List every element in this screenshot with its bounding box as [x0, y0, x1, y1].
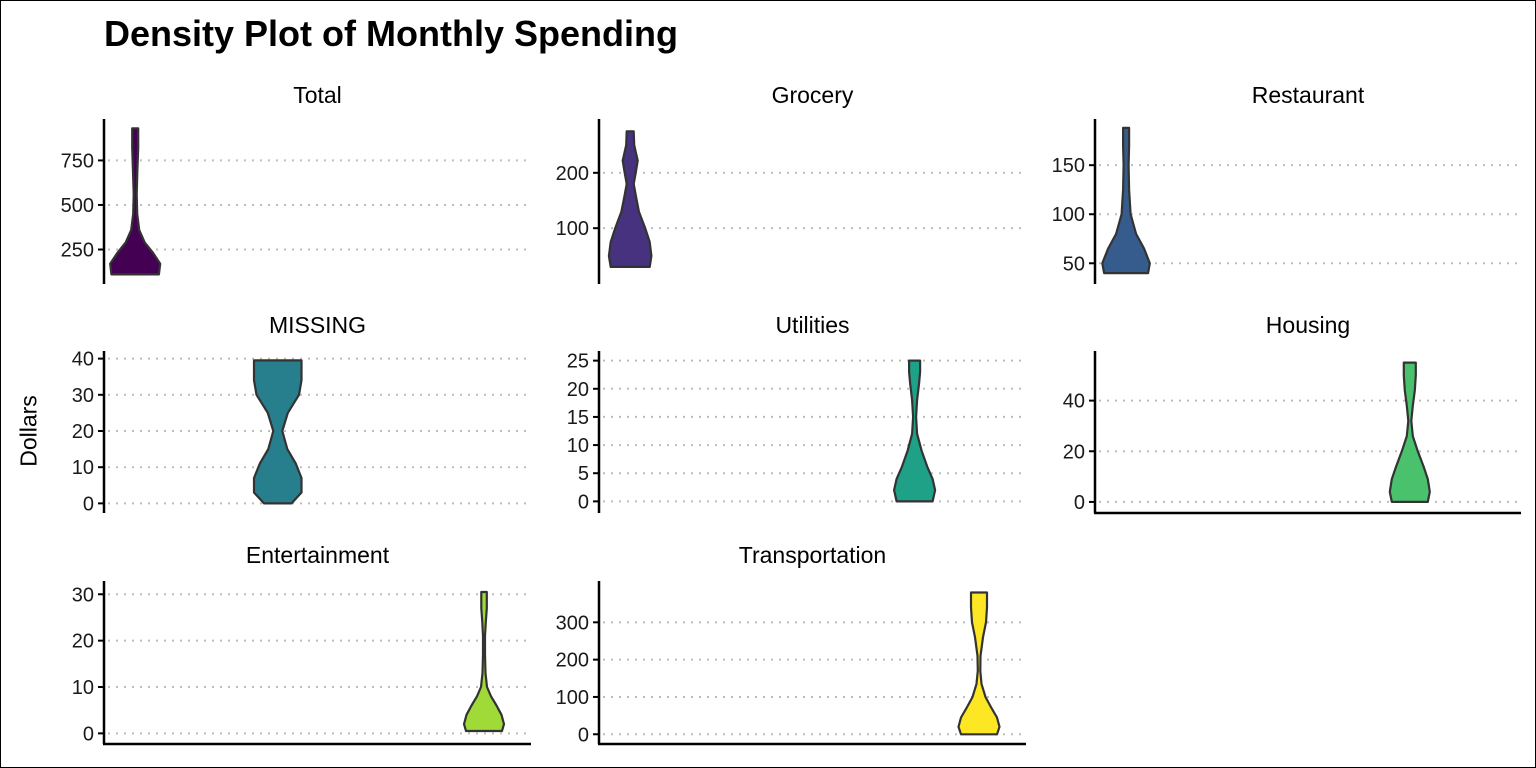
y-tick-label: 750 — [61, 150, 94, 172]
y-tick-label: 10 — [72, 677, 94, 699]
y-tick-label: 20 — [72, 631, 94, 653]
panel-entertainment: Entertainment 0 10 20 30 — [72, 542, 531, 745]
violin-housing — [1388, 361, 1431, 503]
y-tick-label: 20 — [567, 379, 589, 401]
panel-restaurant: Restaurant 50 100 150 — [1052, 82, 1521, 284]
y-tick-label: 25 — [567, 351, 589, 373]
panel-title-entertainment: Entertainment — [246, 542, 390, 568]
panel-title-transportation: Transportation — [739, 542, 886, 568]
violin-utilities — [893, 359, 937, 503]
panel-title-grocery: Grocery — [772, 82, 854, 108]
violin-transportation — [957, 591, 1001, 736]
y-tick-label: 300 — [556, 612, 589, 634]
panel-housing: Housing 0 20 40 — [1063, 312, 1521, 515]
panel-missing: MISSING 0 10 20 30 40 — [72, 312, 531, 515]
y-tick-label: 10 — [72, 457, 94, 479]
y-tick-label: 100 — [556, 218, 589, 240]
violin-missing — [252, 359, 303, 505]
panel-transportation: Transportation 0 100 200 300 — [556, 542, 1026, 746]
y-tick-label: 150 — [1052, 155, 1085, 177]
y-tick-label: 5 — [578, 463, 589, 485]
y-tick-label: 40 — [1063, 391, 1085, 413]
y-tick-label: 30 — [72, 385, 94, 407]
panel-grocery: Grocery 100 200 — [556, 82, 1026, 284]
y-tick-label: 100 — [556, 687, 589, 709]
y-tick-label: 100 — [1052, 204, 1085, 226]
y-tick-label: 200 — [556, 163, 589, 185]
y-tick-label: 20 — [1063, 441, 1085, 463]
y-tick-label: 500 — [61, 195, 94, 217]
panel-title-missing: MISSING — [269, 312, 366, 338]
panel-title-utilities: Utilities — [775, 312, 849, 338]
y-tick-label: 40 — [72, 349, 94, 371]
y-tick-label: 200 — [556, 650, 589, 672]
y-tick-label: 30 — [72, 584, 94, 606]
chart-title: Density Plot of Monthly Spending — [104, 13, 678, 54]
violin-restaurant — [1101, 126, 1151, 275]
panel-total: Total 250 500 750 — [61, 82, 531, 284]
y-tick-label: 15 — [567, 407, 589, 429]
panel-title-housing: Housing — [1266, 312, 1350, 338]
y-tick-label: 0 — [578, 491, 589, 513]
y-tick-label: 10 — [567, 435, 589, 457]
y-tick-label: 250 — [61, 239, 94, 261]
violin-total — [109, 127, 162, 276]
y-tick-label: 0 — [1074, 492, 1085, 514]
violin-entertainment — [462, 590, 506, 733]
panel-title-total: Total — [293, 82, 342, 108]
y-tick-label: 0 — [83, 723, 94, 745]
panel-utilities: Utilities 0 5 10 15 20 25 — [567, 312, 1026, 513]
panel-title-restaurant: Restaurant — [1252, 82, 1365, 108]
y-tick-label: 20 — [72, 421, 94, 443]
violin-grocery — [607, 130, 653, 268]
y-tick-label: 50 — [1063, 253, 1085, 275]
y-tick-label: 0 — [578, 724, 589, 746]
y-tick-label: 0 — [83, 493, 94, 515]
